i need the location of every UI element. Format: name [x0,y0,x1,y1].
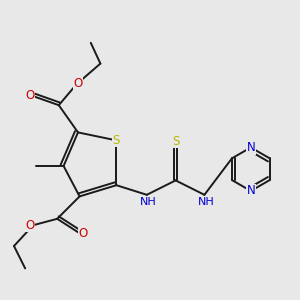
Text: NH: NH [140,197,157,207]
Text: O: O [74,77,82,90]
Text: O: O [26,219,34,232]
Text: NH: NH [198,197,214,207]
Text: S: S [113,134,120,147]
Text: S: S [172,134,179,148]
Text: N: N [246,141,255,154]
Text: O: O [26,89,34,102]
Text: O: O [78,227,87,240]
Text: N: N [246,184,255,197]
